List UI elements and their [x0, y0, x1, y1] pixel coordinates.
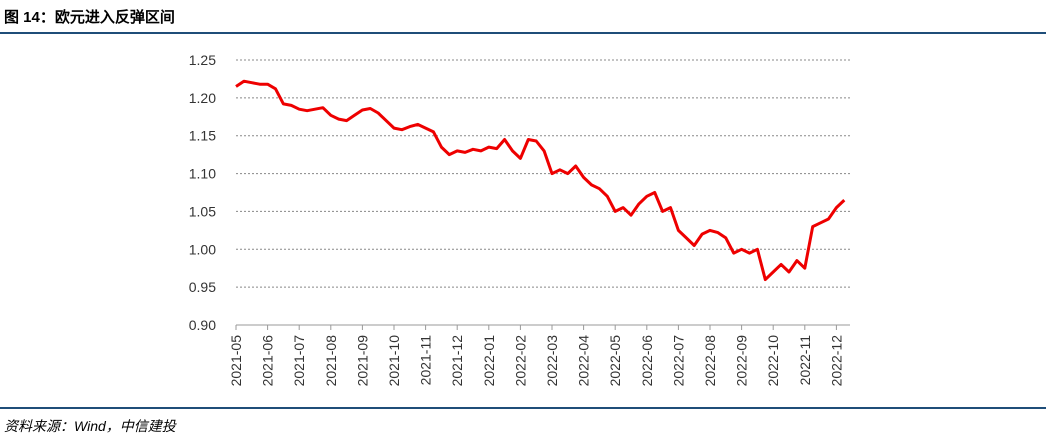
x-tick-label: 2021-10: [386, 335, 402, 387]
x-tick-label: 2022-08: [702, 335, 718, 387]
x-tick-label: 2022-05: [607, 335, 623, 387]
y-tick-label: 0.90: [189, 317, 216, 333]
x-tick-label: 2022-03: [544, 335, 560, 387]
figure-title: 图 14：欧元进入反弹区间: [4, 9, 175, 26]
x-tick-label: 2022-02: [512, 335, 528, 387]
y-tick-label: 1.15: [189, 128, 216, 144]
x-tick-label: 2021-06: [260, 335, 276, 387]
x-tick-label: 2021-07: [291, 335, 307, 387]
series-line: [235, 79, 846, 282]
x-tick-label: 2021-12: [449, 335, 465, 387]
y-tick-label: 0.95: [189, 279, 216, 295]
bottom-rule: [0, 407, 1046, 409]
x-tick-label: 2022-11: [797, 335, 813, 386]
x-tick-label: 2022-09: [734, 335, 750, 387]
x-tick-label: 2021-08: [323, 335, 339, 387]
x-tick-label: 2022-06: [639, 335, 655, 387]
x-tick-label: 2022-10: [765, 335, 781, 387]
top-rule: [0, 32, 1046, 34]
y-tick-label: 1.20: [189, 90, 216, 106]
y-tick-label: 1.10: [189, 166, 216, 182]
x-tick-label: 2022-07: [670, 335, 686, 387]
x-tick-label: 2021-11: [418, 335, 434, 386]
source-note: 资料来源：Wind，中信建投: [4, 418, 176, 434]
y-tick-label: 1.00: [189, 241, 216, 257]
x-tick-label: 2021-05: [228, 335, 244, 387]
x-tick-label: 2022-12: [828, 335, 844, 387]
y-tick-label: 1.05: [189, 203, 216, 219]
x-tick-label: 2022-01: [481, 335, 497, 387]
x-tick-label: 2022-04: [576, 335, 592, 387]
x-tick-label: 2021-09: [354, 335, 370, 387]
y-tick-label: 1.25: [189, 52, 216, 68]
